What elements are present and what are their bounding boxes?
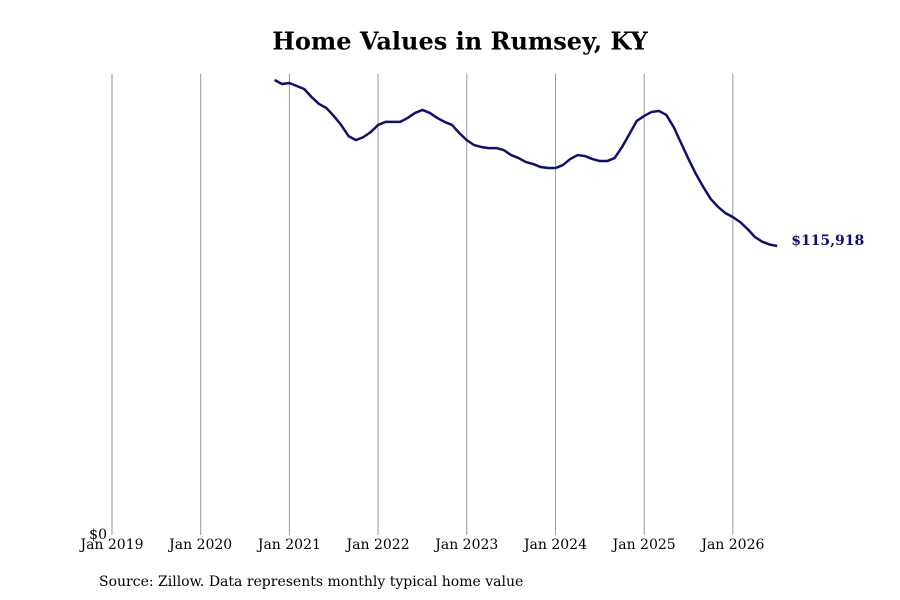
source-note: Source: Zillow. Data represents monthly … — [99, 574, 523, 590]
line — [274, 78, 778, 248]
x-tick-label: Jan 2025 — [611, 537, 676, 553]
chart-title: Home Values in Rumsey, KY — [272, 27, 648, 56]
x-tick-label: Jan 2019 — [78, 537, 143, 553]
y-tick-label: $0 — [89, 527, 107, 543]
x-tick-label: Jan 2026 — [699, 537, 764, 553]
x-tick-label: Jan 2022 — [345, 537, 410, 553]
x-tick-label: Jan 2020 — [167, 537, 232, 553]
x-tick-label: Jan 2024 — [522, 537, 587, 553]
x-tick-label: Jan 2021 — [256, 537, 321, 553]
x-tick-label: Jan 2023 — [433, 537, 498, 553]
value-label: $115,918 — [791, 233, 864, 249]
